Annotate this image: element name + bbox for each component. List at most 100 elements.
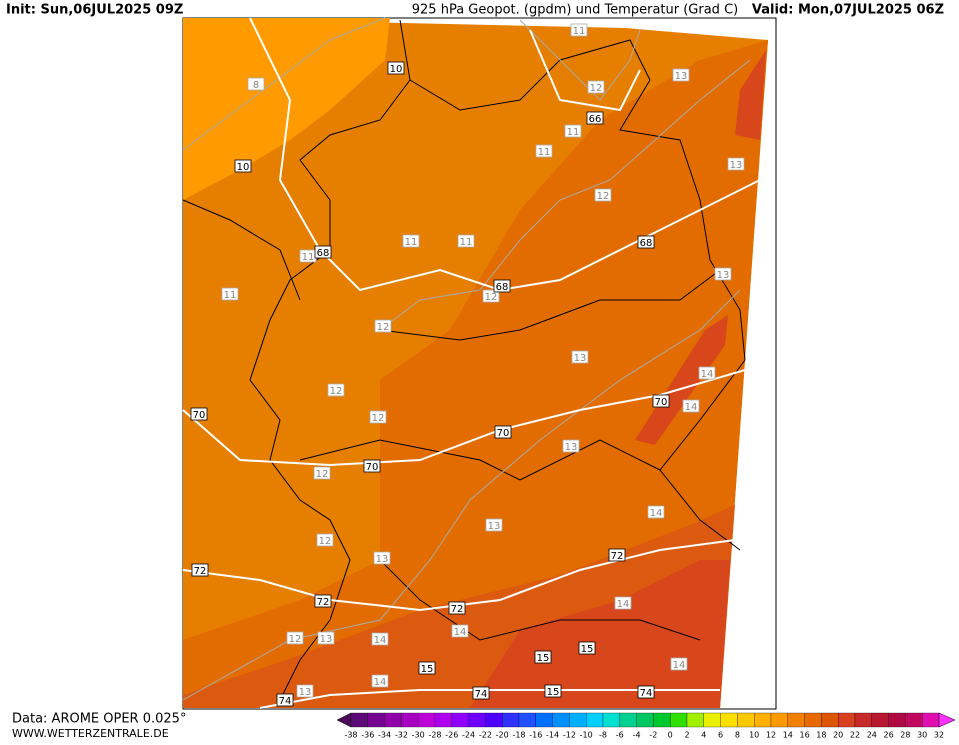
- label-box: [191, 563, 209, 577]
- colorbar-box: [871, 712, 889, 728]
- colorbar-box: [367, 712, 385, 728]
- contour-label: 11: [538, 147, 551, 158]
- label-box: [578, 641, 596, 655]
- label-box: [374, 319, 392, 333]
- colorbar-box: [888, 712, 906, 728]
- colorbar-box: [754, 712, 772, 728]
- contour-label: 14: [685, 402, 698, 413]
- label-box: [586, 111, 604, 125]
- colorbar-label: -38: [344, 731, 357, 740]
- label-box: [313, 466, 331, 480]
- colorbar-label: -18: [512, 731, 525, 740]
- colorbar-label: -6: [616, 731, 624, 740]
- colorbar-label: -30: [412, 731, 425, 740]
- colorbar-box: [384, 712, 402, 728]
- label-box: [714, 267, 732, 281]
- label-box: [571, 350, 589, 364]
- colorbar: -38 -36 -34 -32 -30 -28 -26 -24 -22 -20 -18 -16 -14-…: [336, 712, 956, 740]
- colorbar-box: [636, 712, 654, 728]
- temperature-field: [635, 315, 728, 445]
- colorbar-label: 12: [766, 731, 776, 740]
- data-source: Data: AROME OPER 0.025°: [12, 712, 186, 727]
- label-box: [637, 235, 655, 249]
- contour-label: 8: [253, 80, 259, 91]
- label-box: [286, 631, 304, 645]
- contour-label: 66: [589, 114, 602, 125]
- contour-label: 11: [567, 127, 580, 138]
- colorbar-label: 10: [749, 731, 759, 740]
- label-box: [314, 594, 332, 608]
- contour-label: 15: [547, 687, 560, 698]
- contour-label: 70: [655, 397, 668, 408]
- contour-label: 72: [194, 566, 207, 577]
- label-box: [670, 657, 688, 671]
- colorbar-arrow: [336, 712, 352, 728]
- colorbar-box: [451, 712, 469, 728]
- label-box: [314, 245, 332, 259]
- contour-label: 10: [237, 162, 250, 173]
- colorbar-label: 26: [884, 731, 894, 740]
- colorbar-label: -22: [479, 731, 492, 740]
- colorbar-label: -16: [529, 731, 542, 740]
- colorbar-box: [787, 712, 805, 728]
- colorbar-arrow: [938, 712, 956, 728]
- contour-label: 13: [675, 71, 688, 82]
- label-box: [327, 383, 345, 397]
- label-box: [587, 80, 605, 94]
- colorbar-box: [418, 712, 436, 728]
- label-box: [234, 159, 252, 173]
- colorbar-label: -36: [361, 731, 374, 740]
- contour-label: 13: [730, 160, 743, 171]
- label-box: [682, 399, 700, 413]
- colorbar-box: [720, 712, 738, 728]
- contour-label: 72: [317, 597, 330, 608]
- contour-label: 11: [573, 26, 586, 37]
- label-box: [373, 551, 391, 565]
- contour-label: 70: [193, 410, 206, 421]
- label-box: [647, 505, 665, 519]
- label-box: [418, 661, 436, 675]
- colorbar-label: -24: [462, 731, 475, 740]
- contour-label: 13: [299, 687, 312, 698]
- colorbar-label: -34: [378, 731, 391, 740]
- colorbar-box: [804, 712, 822, 728]
- colorbar-box: [468, 712, 486, 728]
- label-box: [637, 685, 655, 699]
- colorbar-box: [586, 712, 604, 728]
- colorbar-label: -14: [546, 731, 559, 740]
- colorbar-label: 20: [833, 731, 843, 740]
- contour-label: 15: [537, 653, 550, 664]
- label-box: [316, 533, 334, 547]
- contour-label: 70: [366, 462, 379, 473]
- colorbar-box: [653, 712, 671, 728]
- contour-label: 12: [590, 83, 603, 94]
- contour-label: 12: [319, 536, 332, 547]
- colorbar-label: 28: [900, 731, 910, 740]
- temperature-field: [183, 18, 390, 200]
- colorbar-label: 30: [917, 731, 927, 740]
- colorbar-label: 22: [850, 731, 860, 740]
- contour-label: 12: [377, 322, 390, 333]
- contour-label: 13: [488, 521, 501, 532]
- contour-label: 14: [617, 599, 630, 610]
- contour-labels: 8 11 13 12 11 11 13 12 11 11 11 11 12 13 12 13 14 12 12 14 1…: [190, 23, 745, 707]
- contour-label: 14: [454, 627, 467, 638]
- colorbar-label: -10: [580, 731, 593, 740]
- label-box: [371, 674, 389, 688]
- colorbar-label: -12: [563, 731, 576, 740]
- label-box: [472, 686, 490, 700]
- label-box: [221, 287, 239, 301]
- colorbar-label: 18: [816, 731, 826, 740]
- label-box: [485, 518, 503, 532]
- colorbar-label: -20: [496, 731, 509, 740]
- colorbar-label: -26: [445, 731, 458, 740]
- contour-label: 12: [485, 292, 498, 303]
- label-box: [363, 459, 381, 473]
- geopotential-contours: [182, 17, 761, 709]
- colorbar-label: -8: [599, 731, 607, 740]
- label-box: [493, 279, 511, 293]
- label-box: [727, 157, 745, 171]
- label-box: [614, 596, 632, 610]
- colorbar-label: 32: [934, 731, 944, 740]
- label-box: [369, 410, 387, 424]
